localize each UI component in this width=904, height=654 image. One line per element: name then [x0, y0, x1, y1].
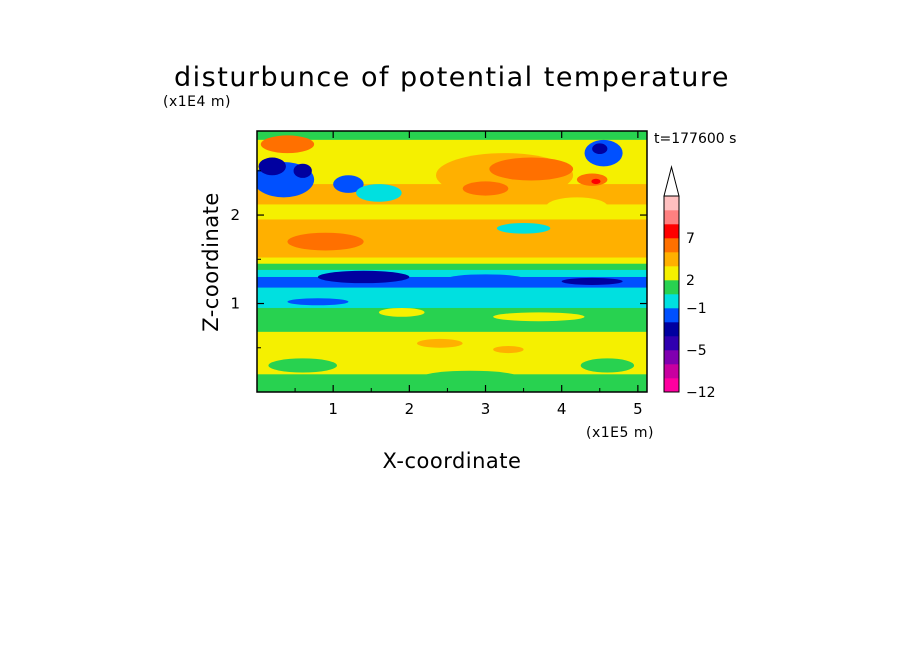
contour-band — [257, 307, 647, 320]
colorbar-swatch — [664, 224, 679, 239]
contour-region — [462, 181, 509, 196]
contour-region — [317, 270, 410, 284]
contour-band — [257, 269, 647, 278]
y-tick-label: 2 — [230, 206, 240, 224]
contour-region — [591, 178, 601, 185]
contour-region — [424, 370, 516, 382]
contour-band — [257, 287, 647, 300]
contour-region — [546, 197, 608, 216]
colorbar-label: −5 — [686, 343, 707, 359]
colorbar-swatch — [664, 266, 679, 281]
colorbar-swatch — [664, 196, 679, 211]
contour-region — [356, 184, 402, 202]
colorbar-swatch — [664, 336, 679, 351]
x-tick-label: 3 — [481, 400, 491, 418]
contour-band — [257, 374, 647, 392]
contour-region — [416, 338, 463, 348]
y-tick-label: 1 — [230, 295, 240, 313]
contour-region — [378, 307, 425, 317]
x-tick-label: 2 — [405, 400, 415, 418]
time-label: t=177600 s — [654, 131, 736, 147]
colorbar-swatch — [664, 364, 679, 379]
colorbar-label: −12 — [686, 385, 716, 401]
colorbar-swatch — [664, 238, 679, 253]
contour-field — [257, 131, 647, 392]
colorbar-label: 7 — [686, 231, 695, 247]
y-axis-label: Z-coordinate — [199, 192, 223, 332]
plot-frame — [256, 130, 648, 393]
x-unit-label: (x1E5 m) — [586, 425, 654, 441]
contour-region — [287, 232, 364, 251]
contour-region — [447, 274, 524, 284]
contour-band — [257, 276, 647, 289]
contour-region — [576, 173, 608, 186]
colorbar-swatch — [664, 280, 679, 295]
plot-area: 1 2 3 4 5 1 2 — [230, 130, 648, 418]
contour-band — [257, 139, 647, 152]
contour-region — [333, 175, 364, 193]
contour-band — [257, 263, 647, 271]
x-axis-label: X-coordinate — [383, 449, 522, 473]
contour-region — [287, 298, 349, 306]
contour-band — [257, 358, 647, 375]
colorbar-label: 2 — [686, 273, 695, 289]
contour-region — [260, 135, 315, 154]
contour-band — [257, 343, 647, 359]
contour-band — [257, 131, 647, 141]
contour-region — [580, 358, 635, 373]
colorbar-extend-arrow — [663, 165, 680, 197]
x-tick-label: 5 — [633, 400, 643, 418]
colorbar-swatch — [664, 308, 679, 323]
contour-region — [493, 345, 524, 354]
colorbar-swatch — [664, 322, 679, 337]
contour-region — [268, 358, 337, 373]
colorbar-swatch — [664, 350, 679, 365]
contour-region — [592, 143, 608, 155]
x-tick-label: 4 — [557, 400, 567, 418]
colorbar: −12−5−127 — [663, 165, 716, 401]
contour-region — [489, 157, 574, 181]
chart-title: disturbunce of potential temperature — [174, 62, 730, 93]
contour-region — [496, 223, 551, 234]
colorbar-label: −1 — [686, 301, 707, 317]
contour-region — [258, 157, 286, 176]
contour-region — [561, 277, 623, 285]
contour-region — [293, 163, 312, 178]
x-tick-label: 1 — [328, 400, 338, 418]
contour-band — [257, 299, 647, 309]
colorbar-swatch — [664, 210, 679, 225]
colorbar-swatch — [664, 294, 679, 309]
contour-band — [257, 257, 647, 265]
colorbar-swatch — [664, 378, 679, 393]
contour-region — [493, 312, 585, 322]
colorbar-swatch — [664, 252, 679, 267]
contour-band — [257, 219, 647, 238]
contour-band — [257, 331, 647, 344]
y-unit-label: (x1E4 m) — [163, 94, 231, 110]
contour-band — [257, 319, 647, 333]
